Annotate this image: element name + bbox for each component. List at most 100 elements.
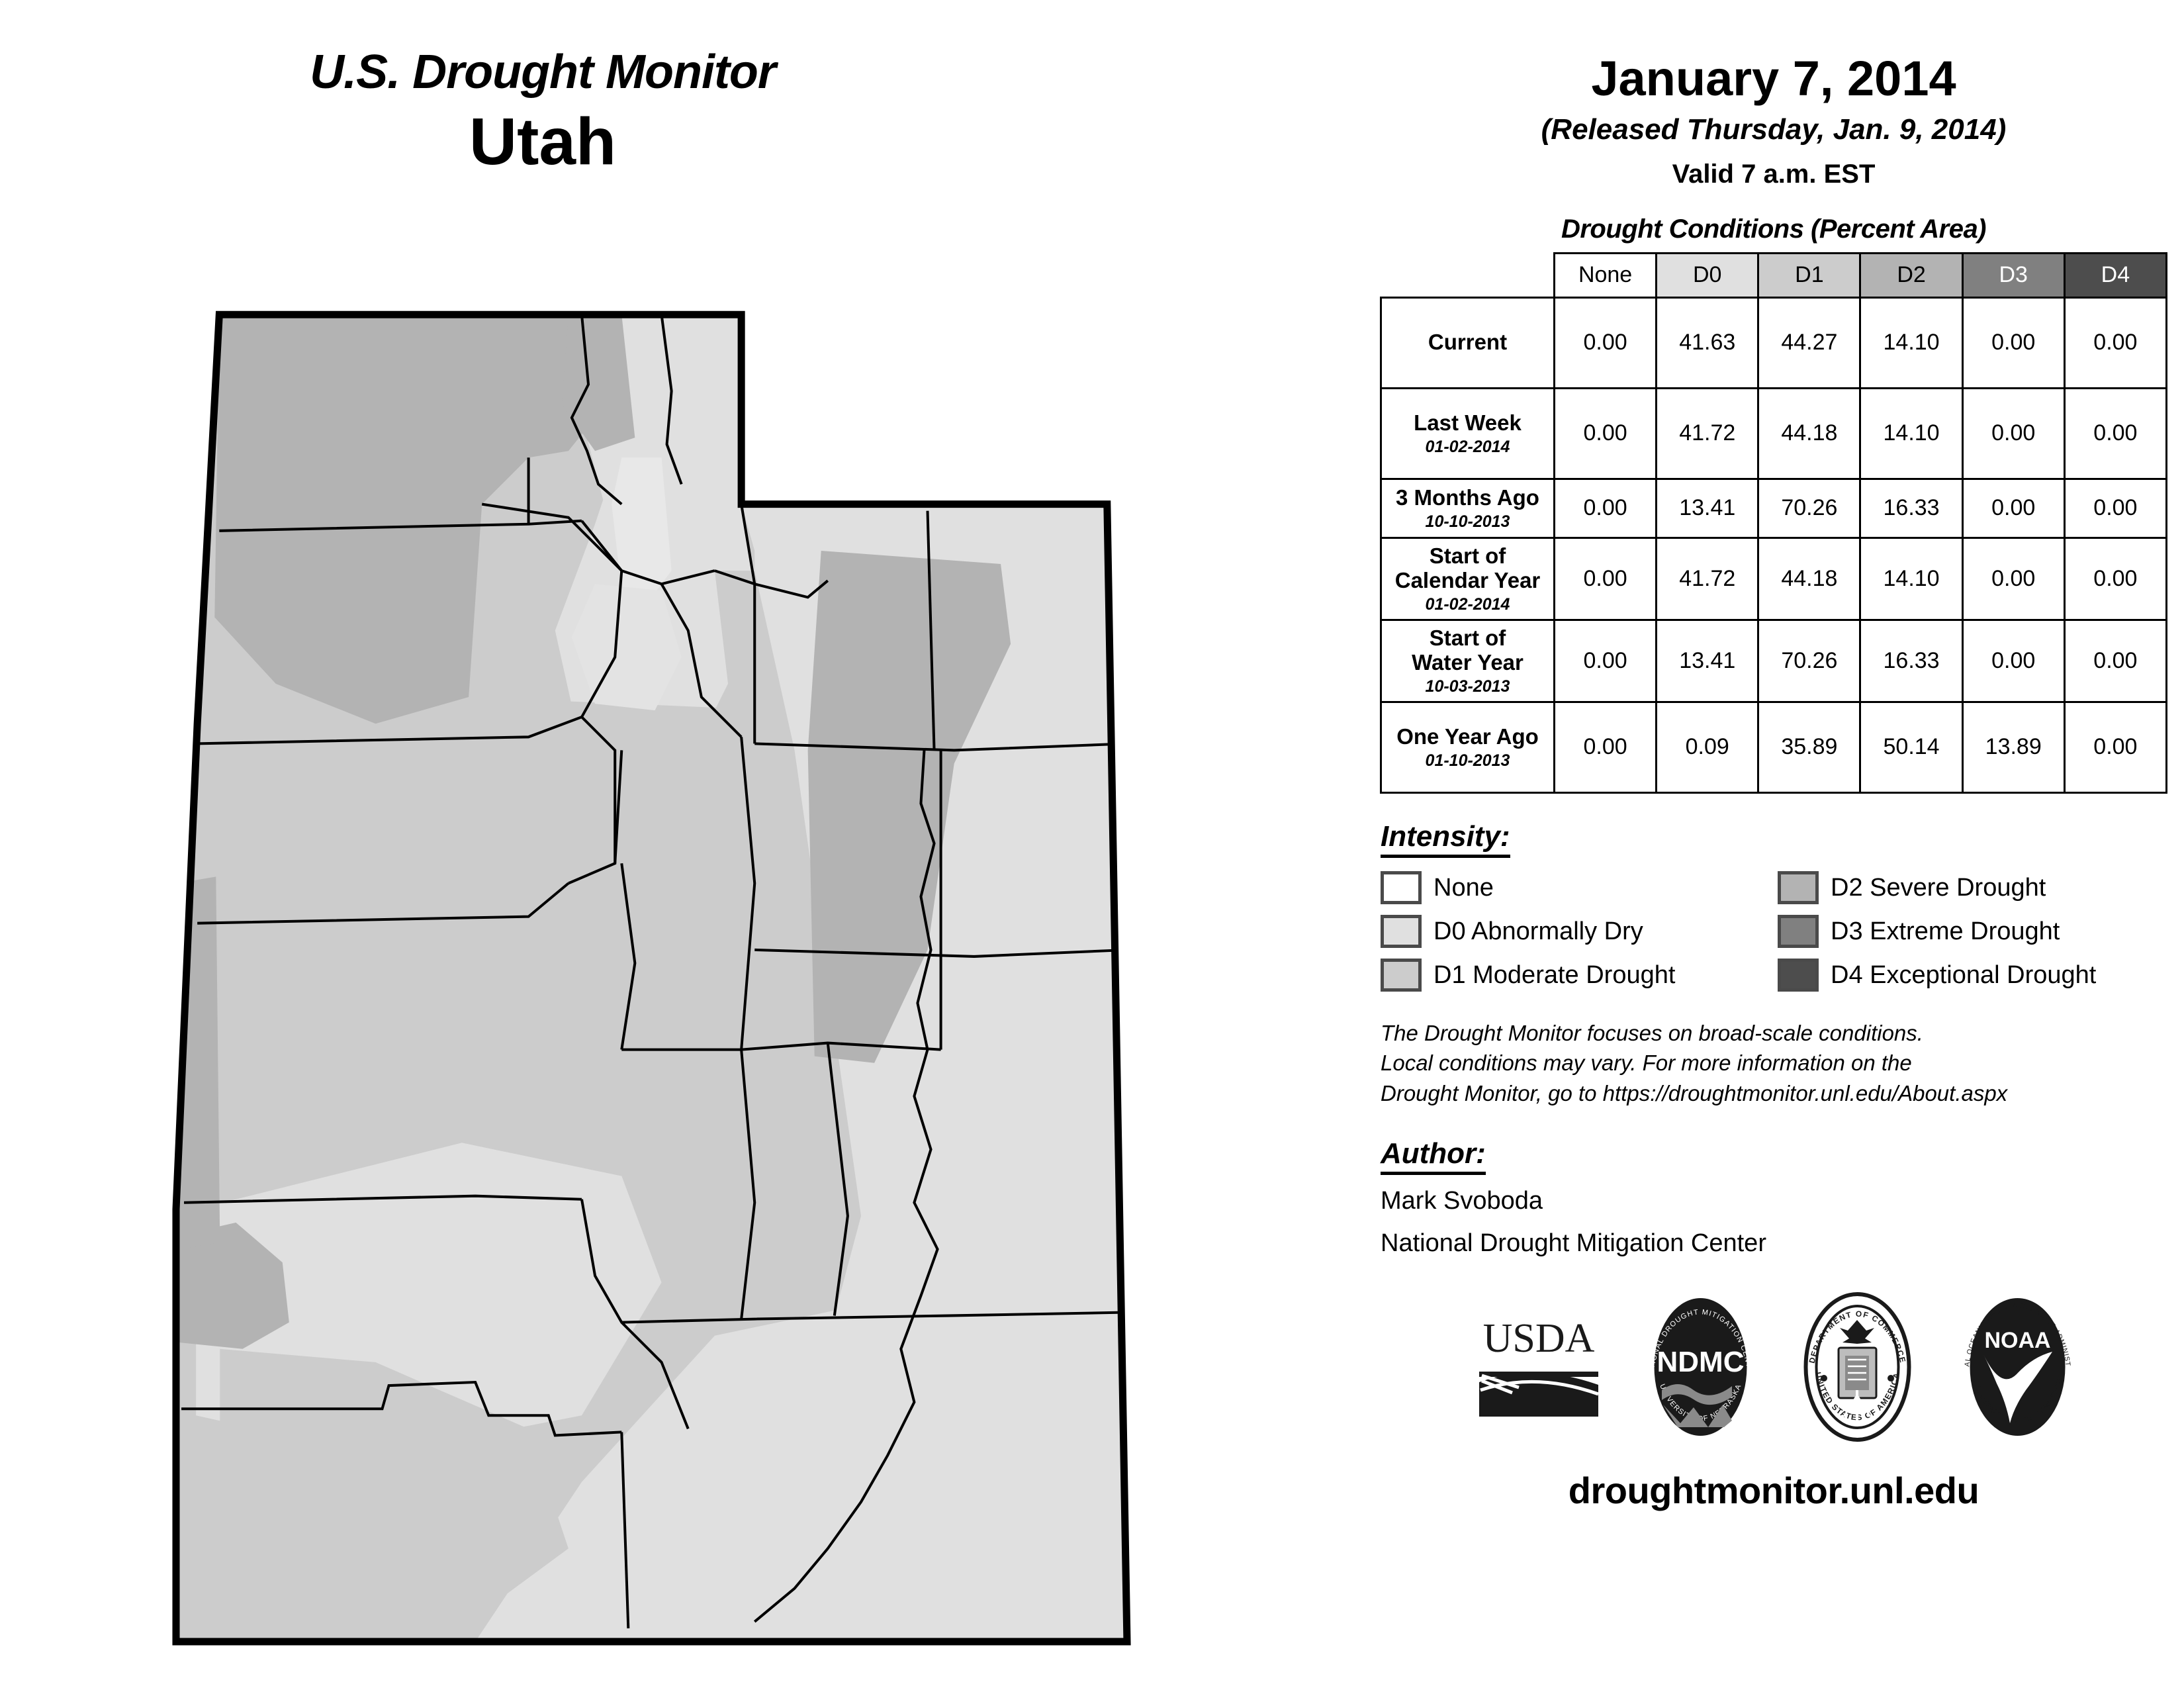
cell-d1: 44.18: [1757, 387, 1862, 480]
cell-d0: 13.41: [1655, 477, 1760, 539]
cell-d1: 35.89: [1757, 700, 1862, 794]
website-url: droughtmonitor.unl.edu: [1568, 1470, 1979, 1512]
row-label-last-week: Last Week 01-02-2014: [1380, 387, 1555, 480]
cell-none: 0.00: [1553, 296, 1658, 389]
valid-time: Valid 7 a.m. EST: [1672, 159, 1876, 189]
row-date: 01-02-2014: [1425, 437, 1510, 456]
legend-label: D1 Moderate Drought: [1433, 961, 1676, 989]
row-title: Current: [1428, 330, 1508, 355]
legend-item-none: None: [1381, 870, 1778, 904]
cell-d4: 0.00: [2063, 387, 2168, 480]
table-row: Last Week 01-02-2014 0.00 41.72 44.18 14…: [1380, 387, 2168, 480]
col-header-d0: D0: [1655, 252, 1760, 299]
disclaimer-line-3: Drought Monitor, go to https://droughtmo…: [1381, 1080, 2008, 1105]
doc-logo-icon: DEPARTMENT OF COMMERCE UNITED STATES OF …: [1803, 1292, 1911, 1442]
legend-grid: None D2 Severe Drought D0 Abnormally Dry…: [1381, 870, 2184, 992]
cell-d3: 13.89: [1961, 700, 2066, 794]
legend-label: D4 Exceptional Drought: [1831, 961, 2097, 989]
disclaimer-text: The Drought Monitor focuses on broad-sca…: [1363, 1018, 2184, 1109]
row-date: 10-03-2013: [1425, 677, 1510, 696]
cell-none: 0.00: [1553, 477, 1658, 539]
row-label-start-water-year: Start of Water Year 10-03-2013: [1380, 618, 1555, 703]
table-row: 3 Months Ago 10-10-2013 0.00 13.41 70.26…: [1380, 477, 2168, 539]
noaa-logo: NATIONAL OCEANIC AND ATMOSPHERIC ADMINIS…: [1950, 1285, 2082, 1446]
drought-conditions-table: None D0 D1 D2 D3 D4 Current 0.00 41.63 4…: [1380, 252, 2168, 794]
intensity-heading: Intensity:: [1381, 820, 1510, 858]
legend-item-d4: D4 Exceptional Drought: [1778, 958, 2175, 992]
row-title-line1: Start of: [1429, 625, 1506, 650]
cell-d1: 70.26: [1757, 618, 1862, 703]
cell-d4: 0.00: [2063, 536, 2168, 621]
row-date: 10-10-2013: [1425, 512, 1510, 531]
cell-d1: 44.27: [1757, 296, 1862, 389]
table-row: Current 0.00 41.63 44.27 14.10 0.00 0.00: [1380, 296, 2168, 389]
cell-d3: 0.00: [1961, 618, 2066, 703]
cell-d4: 0.00: [2063, 296, 2168, 389]
intensity-legend: Intensity: None D2 Severe Drought D0 Abn…: [1363, 820, 2184, 992]
cell-d2: 16.33: [1859, 477, 1964, 539]
ndmc-logo: NATIONAL DROUGHT MITIGATION CENTER UNIVE…: [1636, 1285, 1762, 1446]
utah-state-outline: [172, 310, 1131, 1646]
fill-d2-centraleast: [807, 550, 1011, 1063]
fill-d1-central: [449, 697, 808, 1283]
fill-d2-southwest: [177, 1222, 289, 1349]
svg-text:USDA: USDA: [1482, 1316, 1594, 1361]
cell-none: 0.00: [1553, 700, 1658, 794]
cell-none: 0.00: [1553, 618, 1658, 703]
noaa-logo-icon: NATIONAL OCEANIC AND ATMOSPHERIC ADMINIS…: [1950, 1285, 2071, 1436]
cell-d2: 14.10: [1859, 296, 1964, 389]
cell-d0: 0.09: [1655, 700, 1760, 794]
col-header-d2: D2: [1859, 252, 1964, 299]
legend-label: D3 Extreme Drought: [1831, 917, 2060, 945]
county-boundaries: [181, 314, 1127, 1628]
row-label-one-year-ago: One Year Ago 01-10-2013: [1380, 700, 1555, 794]
row-title: Last Week: [1414, 410, 1522, 435]
fill-d0-utahvalley: [571, 584, 682, 711]
row-date: 01-02-2014: [1425, 594, 1510, 614]
cell-d2: 14.10: [1859, 387, 1964, 480]
row-label-current: Current: [1380, 296, 1555, 389]
doc-logo: DEPARTMENT OF COMMERCE UNITED STATES OF …: [1796, 1291, 1919, 1446]
cell-d2: 16.33: [1859, 618, 1964, 703]
state-title: Utah: [469, 104, 617, 179]
author-heading: Author:: [1381, 1137, 1486, 1176]
cell-d2: 50.14: [1859, 700, 1964, 794]
col-header-d4: D4: [2063, 252, 2168, 299]
svg-text:NDMC: NDMC: [1657, 1346, 1744, 1378]
legend-item-d3: D3 Extreme Drought: [1778, 914, 2175, 948]
svg-text:NOAA: NOAA: [1984, 1328, 2050, 1353]
fill-d1-southwest: [220, 1348, 569, 1642]
row-title: 3 Months Ago: [1396, 485, 1539, 510]
fill-d0-saltlake: [612, 457, 672, 598]
utah-drought-map: [152, 285, 1291, 1648]
date-block: January 7, 2014 (Released Thursday, Jan.…: [1363, 0, 2184, 192]
cell-d0: 41.63: [1655, 296, 1760, 389]
fill-d2-northcentral: [561, 314, 635, 451]
cell-d0: 41.72: [1655, 387, 1760, 480]
swatch-d4-icon: [1778, 958, 1819, 992]
table-row: One Year Ago 01-10-2013 0.00 0.09 35.89 …: [1380, 700, 2168, 794]
release-date: (Released Thursday, Jan. 9, 2014): [1541, 113, 2007, 146]
row-title-line2: Water Year: [1412, 649, 1524, 675]
author-org: National Drought Mitigation Center: [1381, 1229, 1766, 1257]
col-header-d1: D1: [1757, 252, 1862, 299]
swatch-d2-icon: [1778, 870, 1819, 904]
table-row: Start of Water Year 10-03-2013 0.00 13.4…: [1380, 618, 2168, 703]
author-name: Mark Svoboda: [1381, 1187, 1543, 1215]
swatch-d0-icon: [1381, 914, 1422, 948]
cell-none: 0.00: [1553, 387, 1658, 480]
cell-d3: 0.00: [1961, 477, 2066, 539]
row-title: One Year Ago: [1396, 724, 1539, 749]
cell-d3: 0.00: [1961, 536, 2066, 621]
legend-item-d2: D2 Severe Drought: [1778, 870, 2175, 904]
cell-d2: 14.10: [1859, 536, 1964, 621]
col-header-none: None: [1553, 252, 1658, 299]
swatch-d3-icon: [1778, 914, 1819, 948]
drought-fill-layer: [176, 314, 1127, 1642]
row-title-line2: Calendar Year: [1394, 567, 1541, 592]
row-label-start-calendar-year: Start of Calendar Year 01-02-2014: [1380, 536, 1555, 621]
cell-d3: 0.00: [1961, 296, 2066, 389]
info-panel: January 7, 2014 (Released Thursday, Jan.…: [1363, 0, 2184, 1688]
table-corner-cell: [1381, 253, 1555, 297]
